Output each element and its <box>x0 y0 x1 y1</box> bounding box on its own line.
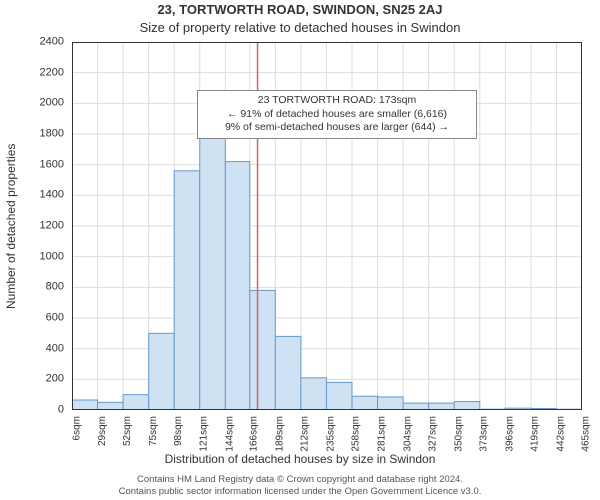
histogram-bar <box>429 403 455 410</box>
histogram-bar <box>225 162 249 410</box>
y-tick-label: 2000 <box>40 98 64 109</box>
y-tick-label: 1000 <box>40 251 64 262</box>
histogram-bar <box>200 113 226 410</box>
histogram-bar <box>275 336 301 410</box>
y-tick-label: 1200 <box>40 221 64 232</box>
chart-title-subtitle: Size of property relative to detached ho… <box>0 20 600 35</box>
x-tick-label: 29sqm <box>98 416 108 446</box>
x-tick-label: 235sqm <box>326 416 336 452</box>
x-tick-label: 98sqm <box>174 416 184 446</box>
histogram-bar <box>301 378 327 410</box>
chart-container: 23, TORTWORTH ROAD, SWINDON, SN25 2AJ Si… <box>0 0 600 500</box>
y-tick-label: 600 <box>46 313 64 324</box>
x-tick-label: 144sqm <box>225 416 235 452</box>
histogram-bar <box>123 395 149 410</box>
histogram-bar <box>378 397 404 410</box>
histogram-bar <box>454 402 480 410</box>
annotation-line2: ← 91% of detached houses are smaller (6,… <box>202 108 472 122</box>
annotation-box: 23 TORTWORTH ROAD: 173sqm ← 91% of detac… <box>197 90 477 139</box>
y-tick-label: 0 <box>58 405 64 416</box>
x-tick-label: 350sqm <box>454 416 464 452</box>
footer-line2: Contains public sector information licen… <box>0 486 600 498</box>
x-tick-label: 327sqm <box>429 416 439 452</box>
y-tick-label: 1800 <box>40 129 64 140</box>
x-tick-label: 52sqm <box>123 416 133 446</box>
x-tick-label: 212sqm <box>301 416 311 452</box>
annotation-line3: 9% of semi-detached houses are larger (6… <box>202 121 472 135</box>
x-tick-label: 419sqm <box>531 416 541 452</box>
x-tick-label: 442sqm <box>556 416 566 452</box>
x-tick-label: 258sqm <box>352 416 362 452</box>
x-tick-label: 121sqm <box>200 416 210 452</box>
x-tick-label: 75sqm <box>149 416 159 446</box>
y-tick-label: 400 <box>46 343 64 354</box>
footer-line1: Contains HM Land Registry data © Crown c… <box>0 474 600 486</box>
x-tick-label: 465sqm <box>582 416 592 452</box>
x-tick-label: 166sqm <box>250 416 260 452</box>
x-tick-label: 396sqm <box>505 416 515 452</box>
y-tick-label: 2400 <box>40 37 64 48</box>
footer: Contains HM Land Registry data © Crown c… <box>0 474 600 498</box>
histogram-bar <box>149 333 175 410</box>
histogram-bar <box>174 171 200 410</box>
y-axis-ticks: 0200400600800100012001400160018002000220… <box>0 42 68 410</box>
x-tick-label: 281sqm <box>378 416 388 452</box>
histogram-bar <box>326 382 352 410</box>
x-tick-label: 373sqm <box>480 416 490 452</box>
x-tick-label: 189sqm <box>275 416 285 452</box>
y-tick-label: 800 <box>46 282 64 293</box>
y-tick-label: 1600 <box>40 159 64 170</box>
histogram-bar <box>403 403 429 410</box>
y-tick-label: 1400 <box>40 190 64 201</box>
chart-title-address: 23, TORTWORTH ROAD, SWINDON, SN25 2AJ <box>0 2 600 17</box>
y-tick-label: 2200 <box>40 67 64 78</box>
x-tick-label: 6sqm <box>72 416 82 440</box>
histogram-bar <box>72 400 98 410</box>
annotation-line1: 23 TORTWORTH ROAD: 173sqm <box>202 94 472 108</box>
x-axis-label: Distribution of detached houses by size … <box>0 452 600 466</box>
histogram-bar <box>250 290 276 410</box>
plot-area: 23 TORTWORTH ROAD: 173sqm ← 91% of detac… <box>72 42 582 410</box>
x-tick-label: 304sqm <box>403 416 413 452</box>
y-tick-label: 200 <box>46 374 64 385</box>
histogram-bar <box>98 402 124 410</box>
histogram-bar <box>352 396 378 410</box>
